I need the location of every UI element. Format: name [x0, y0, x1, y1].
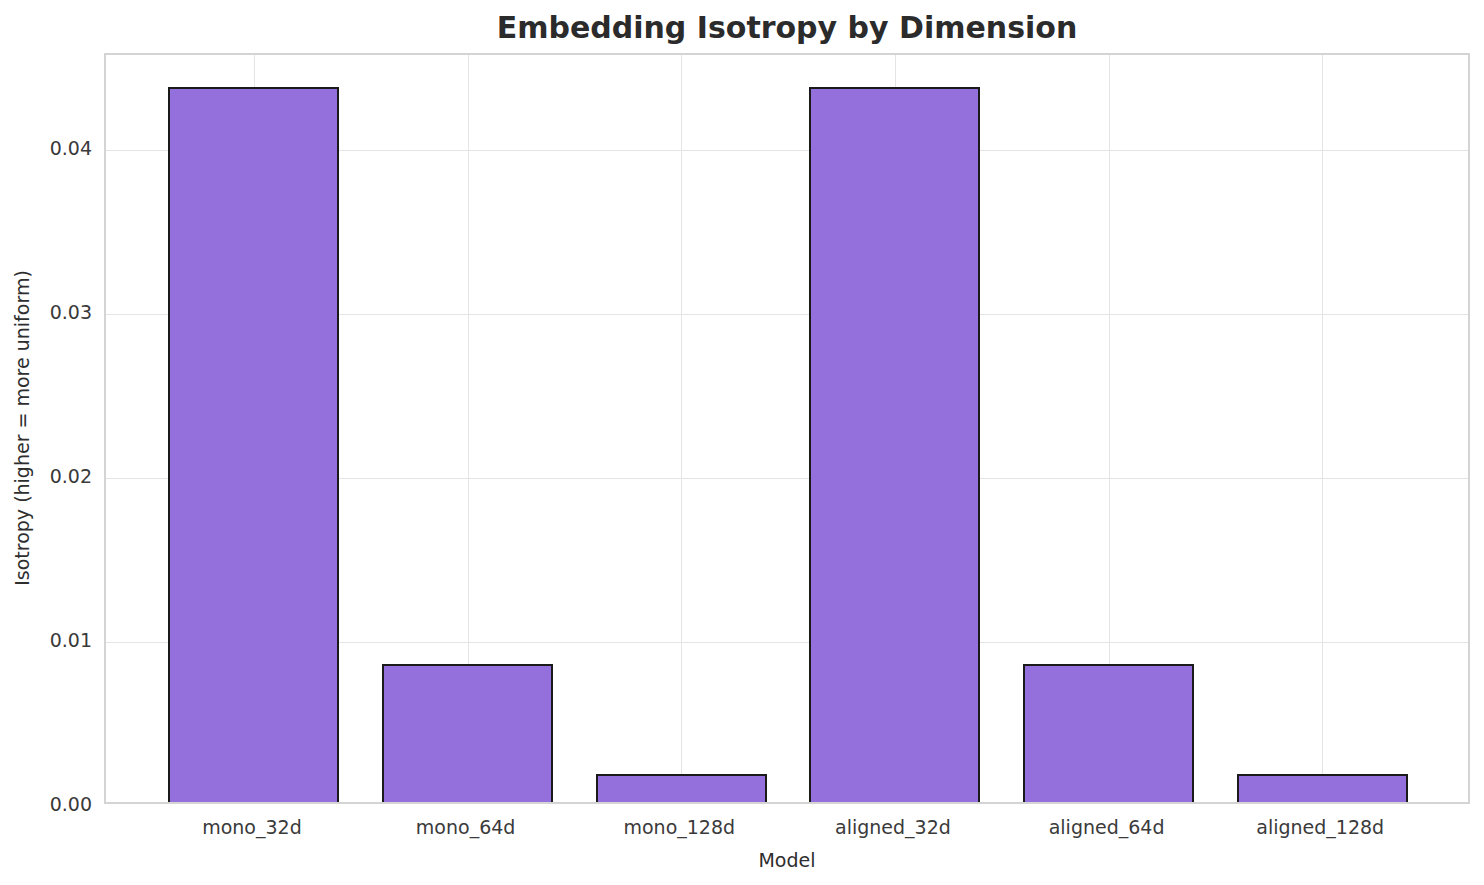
x-tick-label: mono_128d	[623, 816, 735, 838]
bar-aligned_32d	[809, 87, 980, 802]
plot-area	[104, 53, 1470, 804]
x-tick-label: aligned_32d	[835, 816, 951, 838]
y-tick-label: 0.04	[50, 137, 92, 159]
x-tick-label: aligned_64d	[1049, 816, 1165, 838]
gridline-vertical	[1322, 55, 1323, 802]
y-tick-label: 0.01	[50, 629, 92, 651]
x-tick-label: mono_64d	[416, 816, 516, 838]
bar-aligned_128d	[1237, 774, 1408, 802]
bar-chart: Embedding Isotropy by Dimension Isotropy…	[0, 0, 1484, 885]
x-axis-label: Model	[758, 849, 815, 871]
chart-title: Embedding Isotropy by Dimension	[497, 10, 1078, 45]
x-tick-label: aligned_128d	[1256, 816, 1384, 838]
bar-mono_128d	[596, 774, 767, 802]
y-axis-label: Isotropy (higher = more uniform)	[11, 270, 33, 586]
y-tick-label: 0.02	[50, 465, 92, 487]
bar-aligned_64d	[1023, 664, 1194, 802]
bar-mono_32d	[168, 87, 339, 802]
x-tick-label: mono_32d	[202, 816, 302, 838]
bar-mono_64d	[382, 664, 553, 802]
y-tick-label: 0.00	[50, 793, 92, 815]
y-tick-label: 0.03	[50, 301, 92, 323]
gridline-vertical	[681, 55, 682, 802]
